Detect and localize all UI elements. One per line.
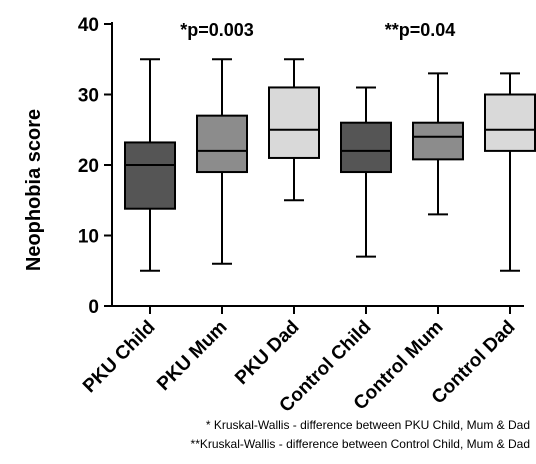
y-tick-label-40: 40 — [78, 15, 99, 36]
y-tick-label-30: 30 — [78, 86, 99, 107]
x-tick-label-0: PKU Child — [79, 317, 160, 398]
x-tick-label-2: PKU Dad — [231, 317, 303, 389]
y-tick-label-0: 0 — [88, 297, 99, 318]
box-pku-child-iqr — [124, 141, 176, 210]
y-tick-label-20: 20 — [78, 156, 99, 177]
p-value-annotation-2: **p=0.04 — [385, 20, 456, 40]
box-pku-mum-iqr — [196, 114, 248, 174]
y-axis-label: Neophobia score — [23, 109, 45, 271]
box-control-mum-iqr — [412, 121, 464, 161]
y-tick-label-10: 10 — [78, 227, 99, 248]
box-control-child-iqr — [340, 121, 392, 174]
box-pku-dad-iqr — [268, 86, 320, 159]
footnote-1: * Kruskal-Wallis - difference between PK… — [205, 418, 530, 432]
p-value-annotation-1: *p=0.003 — [180, 20, 254, 40]
box-control-dad-iqr — [484, 93, 536, 152]
x-tick-label-1: PKU Mum — [153, 317, 231, 395]
footnote-2: **Kruskal-Wallis - difference between Co… — [190, 437, 530, 451]
